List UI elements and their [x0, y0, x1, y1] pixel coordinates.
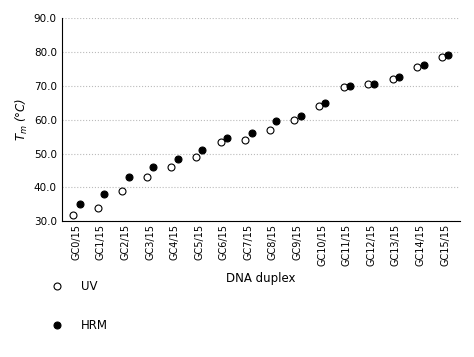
- Text: UV: UV: [81, 280, 97, 293]
- UV: [340, 85, 347, 90]
- HRM: [346, 83, 354, 89]
- HRM: [420, 62, 428, 68]
- UV: [143, 174, 151, 180]
- UV: [291, 117, 298, 122]
- UV: [118, 188, 126, 193]
- HRM: [174, 156, 182, 161]
- UV: [389, 76, 396, 82]
- UV: [315, 103, 323, 109]
- HRM: [297, 114, 305, 119]
- Text: DNA duplex: DNA duplex: [226, 272, 295, 285]
- UV: [94, 205, 101, 211]
- UV: [413, 64, 421, 70]
- HRM: [223, 135, 231, 141]
- UV: [365, 81, 372, 87]
- HRM: [248, 130, 255, 136]
- UV: [241, 137, 249, 143]
- UV: [217, 139, 224, 145]
- UV: [266, 127, 273, 132]
- Text: HRM: HRM: [81, 318, 108, 332]
- HRM: [149, 164, 157, 170]
- HRM: [321, 100, 329, 106]
- HRM: [445, 52, 452, 58]
- UV: [168, 164, 175, 170]
- UV: [438, 54, 446, 60]
- HRM: [371, 81, 378, 87]
- HRM: [199, 147, 206, 153]
- UV: [69, 212, 77, 217]
- Y-axis label: $T_m$ (°C): $T_m$ (°C): [13, 98, 29, 141]
- HRM: [100, 191, 108, 197]
- HRM: [125, 174, 133, 180]
- Point: [53, 283, 61, 289]
- HRM: [395, 74, 403, 80]
- Point: [53, 322, 61, 328]
- HRM: [273, 119, 280, 124]
- HRM: [76, 201, 83, 207]
- UV: [192, 154, 200, 160]
